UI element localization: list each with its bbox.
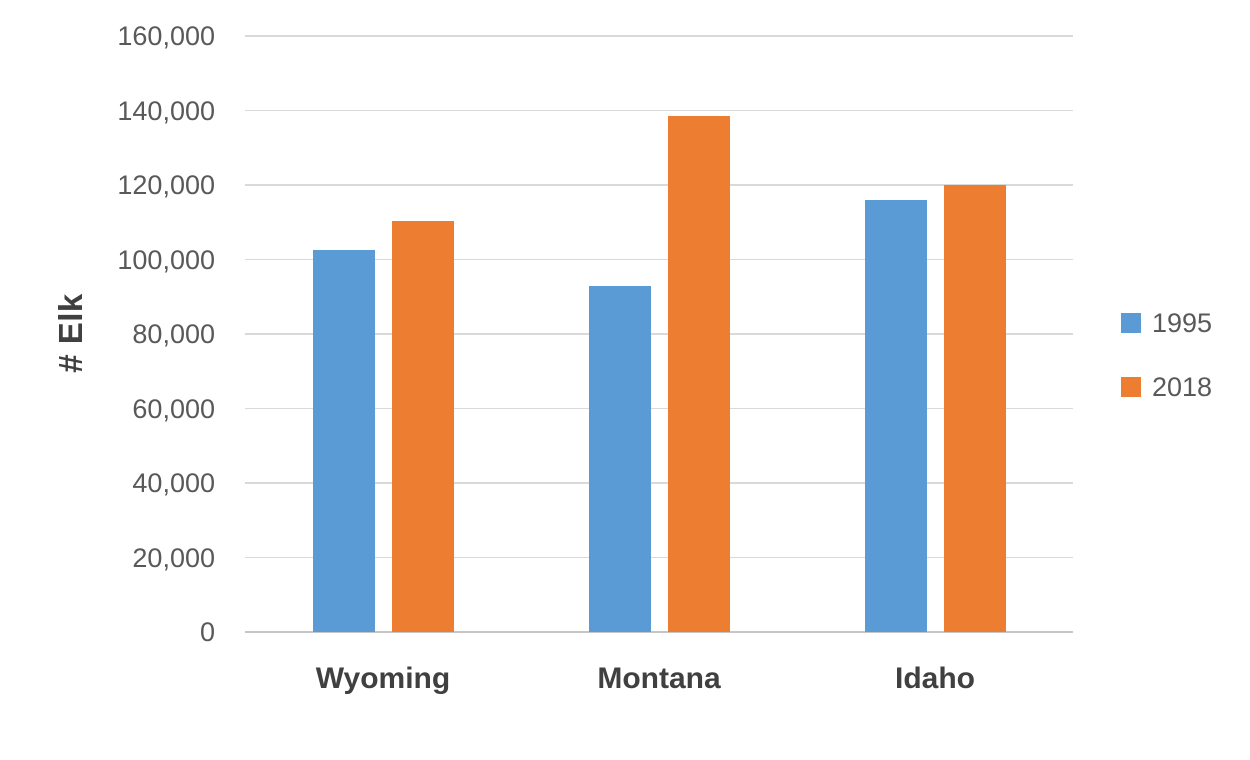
y-tick-label: 160,000	[117, 21, 215, 51]
bar-2018-idaho	[943, 185, 1006, 632]
x-axis-line	[245, 631, 1073, 633]
x-category-label-wyoming: Wyoming	[315, 662, 451, 695]
bar-2018-montana	[667, 116, 730, 632]
y-tick-label: 20,000	[132, 542, 215, 573]
y-tick-label: 0	[199, 617, 215, 647]
gridline	[245, 35, 1073, 37]
y-tick-label: 60,000	[132, 393, 215, 424]
bar-1995-montana	[588, 285, 651, 632]
x-category-label-idaho: Idaho	[895, 662, 975, 695]
y-tick-label: 120,000	[117, 170, 215, 200]
bar-1995-idaho	[864, 199, 927, 632]
y-tick-label: 100,000	[117, 244, 215, 275]
bar-2018-wyoming	[391, 221, 454, 632]
legend-swatch-2018	[1121, 377, 1141, 397]
gridline	[245, 556, 1073, 559]
gridline	[245, 258, 1073, 261]
gridline	[245, 407, 1073, 410]
legend-item-1995: 1995	[1121, 308, 1212, 338]
y-tick-label: 80,000	[132, 319, 215, 349]
gridline	[245, 109, 1073, 112]
gridline	[245, 184, 1073, 186]
y-tick-label: 140,000	[117, 95, 215, 126]
legend-swatch-1995	[1121, 313, 1141, 333]
gridline	[245, 482, 1073, 484]
y-tick-label: 40,000	[132, 468, 215, 498]
gridline	[245, 333, 1073, 335]
legend-label: 1995	[1152, 308, 1213, 338]
legend-label: 2018	[1152, 372, 1213, 402]
bar-1995-wyoming	[312, 250, 375, 632]
x-category-label-montana: Montana	[597, 662, 721, 695]
legend-item-2018: 2018	[1121, 372, 1212, 402]
